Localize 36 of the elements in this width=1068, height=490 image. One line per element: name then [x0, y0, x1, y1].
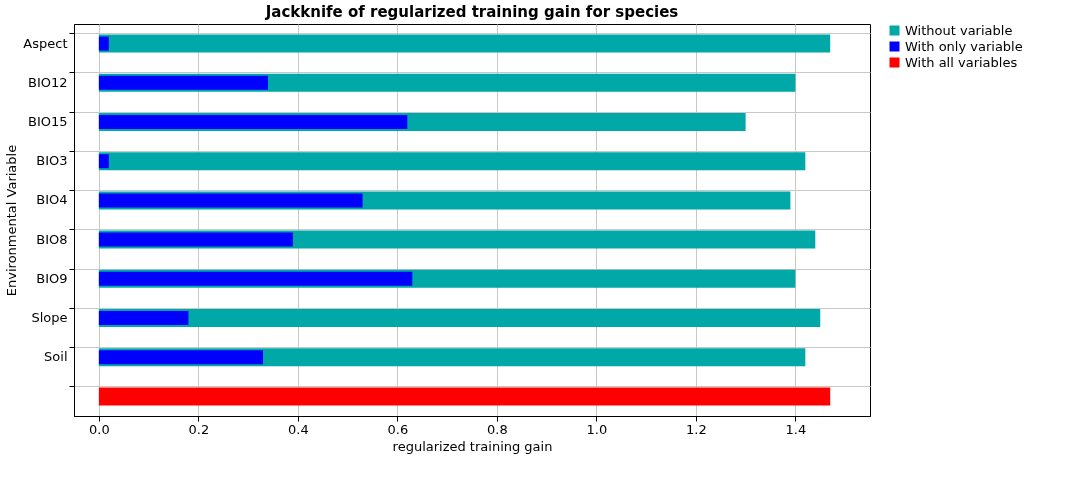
bar: [98, 75, 269, 90]
legend-label: Without variable: [905, 22, 1013, 38]
bar: [98, 115, 408, 129]
legend-label: With only variable: [905, 38, 1023, 54]
x-tick-label: 0.4: [288, 421, 309, 437]
x-tick-label: 0.0: [89, 421, 110, 437]
y-tick-label: BIO9: [36, 270, 68, 286]
y-tick-label: Aspect: [23, 35, 68, 51]
y-axis-title: Environmental Variable: [4, 144, 20, 297]
chart-title: Jackknife of regularized training gain for species: [264, 3, 679, 21]
x-tick-label: 0.2: [188, 421, 210, 437]
x-tick-label: 0.6: [387, 421, 409, 437]
bar: [98, 154, 109, 169]
bar: [98, 36, 109, 51]
bar: [98, 193, 363, 208]
y-tick-label: BIO15: [27, 114, 68, 129]
y-tick-label: Soil: [44, 349, 68, 365]
bar: [98, 309, 821, 327]
x-axis-title: regularized training gain: [392, 438, 553, 454]
x-tick-label: 1.2: [686, 421, 707, 437]
bar: [98, 152, 806, 171]
y-tick-label: BIO8: [36, 231, 68, 247]
y-tick-label: BIO12: [27, 74, 68, 90]
x-tick-label: 0.8: [487, 421, 508, 437]
bar: [98, 232, 293, 247]
bar: [98, 311, 189, 325]
bar: [98, 350, 264, 365]
bar: [98, 271, 413, 286]
x-tick-label: 1.4: [785, 421, 807, 437]
y-tick-label: BIO4: [36, 192, 68, 208]
bar: [98, 387, 831, 406]
bar: [98, 34, 831, 53]
y-tick-label: Slope: [31, 310, 68, 325]
x-tick-label: 1.0: [586, 421, 608, 437]
y-tick-label: BIO3: [36, 153, 68, 169]
legend-label: With all variables: [905, 54, 1018, 70]
